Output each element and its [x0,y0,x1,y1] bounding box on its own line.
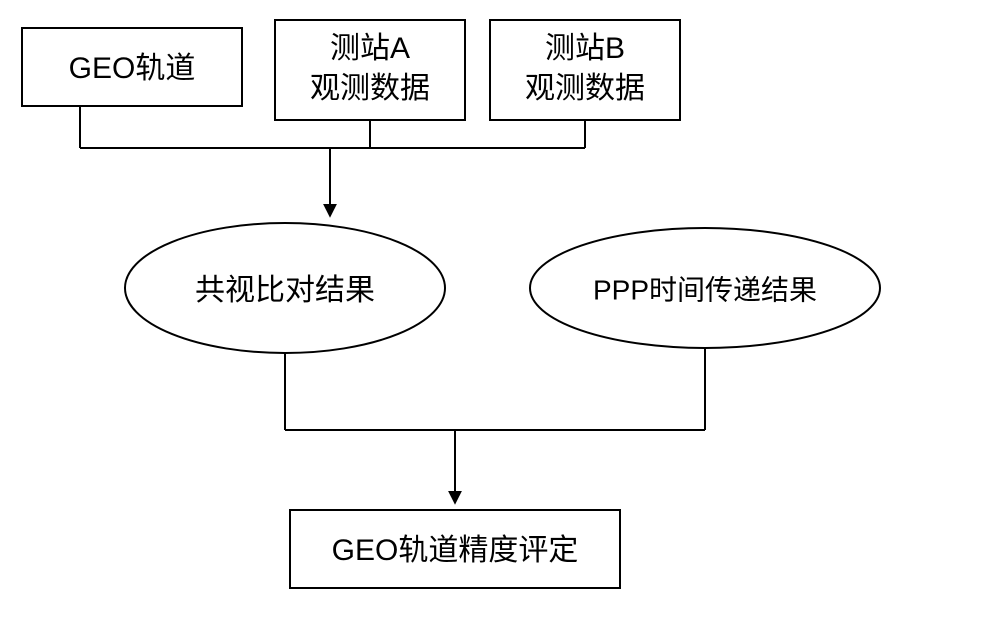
label-geo-orbit: GEO轨道 [69,52,196,85]
node-geo-orbit: GEO轨道 [22,28,242,106]
label-result: GEO轨道精度评定 [332,534,579,567]
node-result: GEO轨道精度评定 [290,510,620,588]
flowchart-canvas: GEO轨道 测站A 观测数据 测站B 观测数据 共视比对结果 PPP时间传递结果 [0,0,981,644]
label-ppp-result: PPP时间传递结果 [593,274,817,305]
node-station-b: 测站B 观测数据 [490,20,680,120]
label-cv-result: 共视比对结果 [195,274,375,307]
label-station-b-line1: 测站B [545,32,625,65]
node-ppp-result: PPP时间传递结果 [530,228,880,348]
edge-top-to-cv [80,106,585,215]
node-cv-result: 共视比对结果 [125,223,445,353]
label-station-b-line2: 观测数据 [525,72,645,105]
label-station-a-line1: 测站A [330,32,410,65]
label-station-a-line2: 观测数据 [310,72,430,105]
edge-ellipses-to-result [285,348,705,502]
node-station-a: 测站A 观测数据 [275,20,465,120]
